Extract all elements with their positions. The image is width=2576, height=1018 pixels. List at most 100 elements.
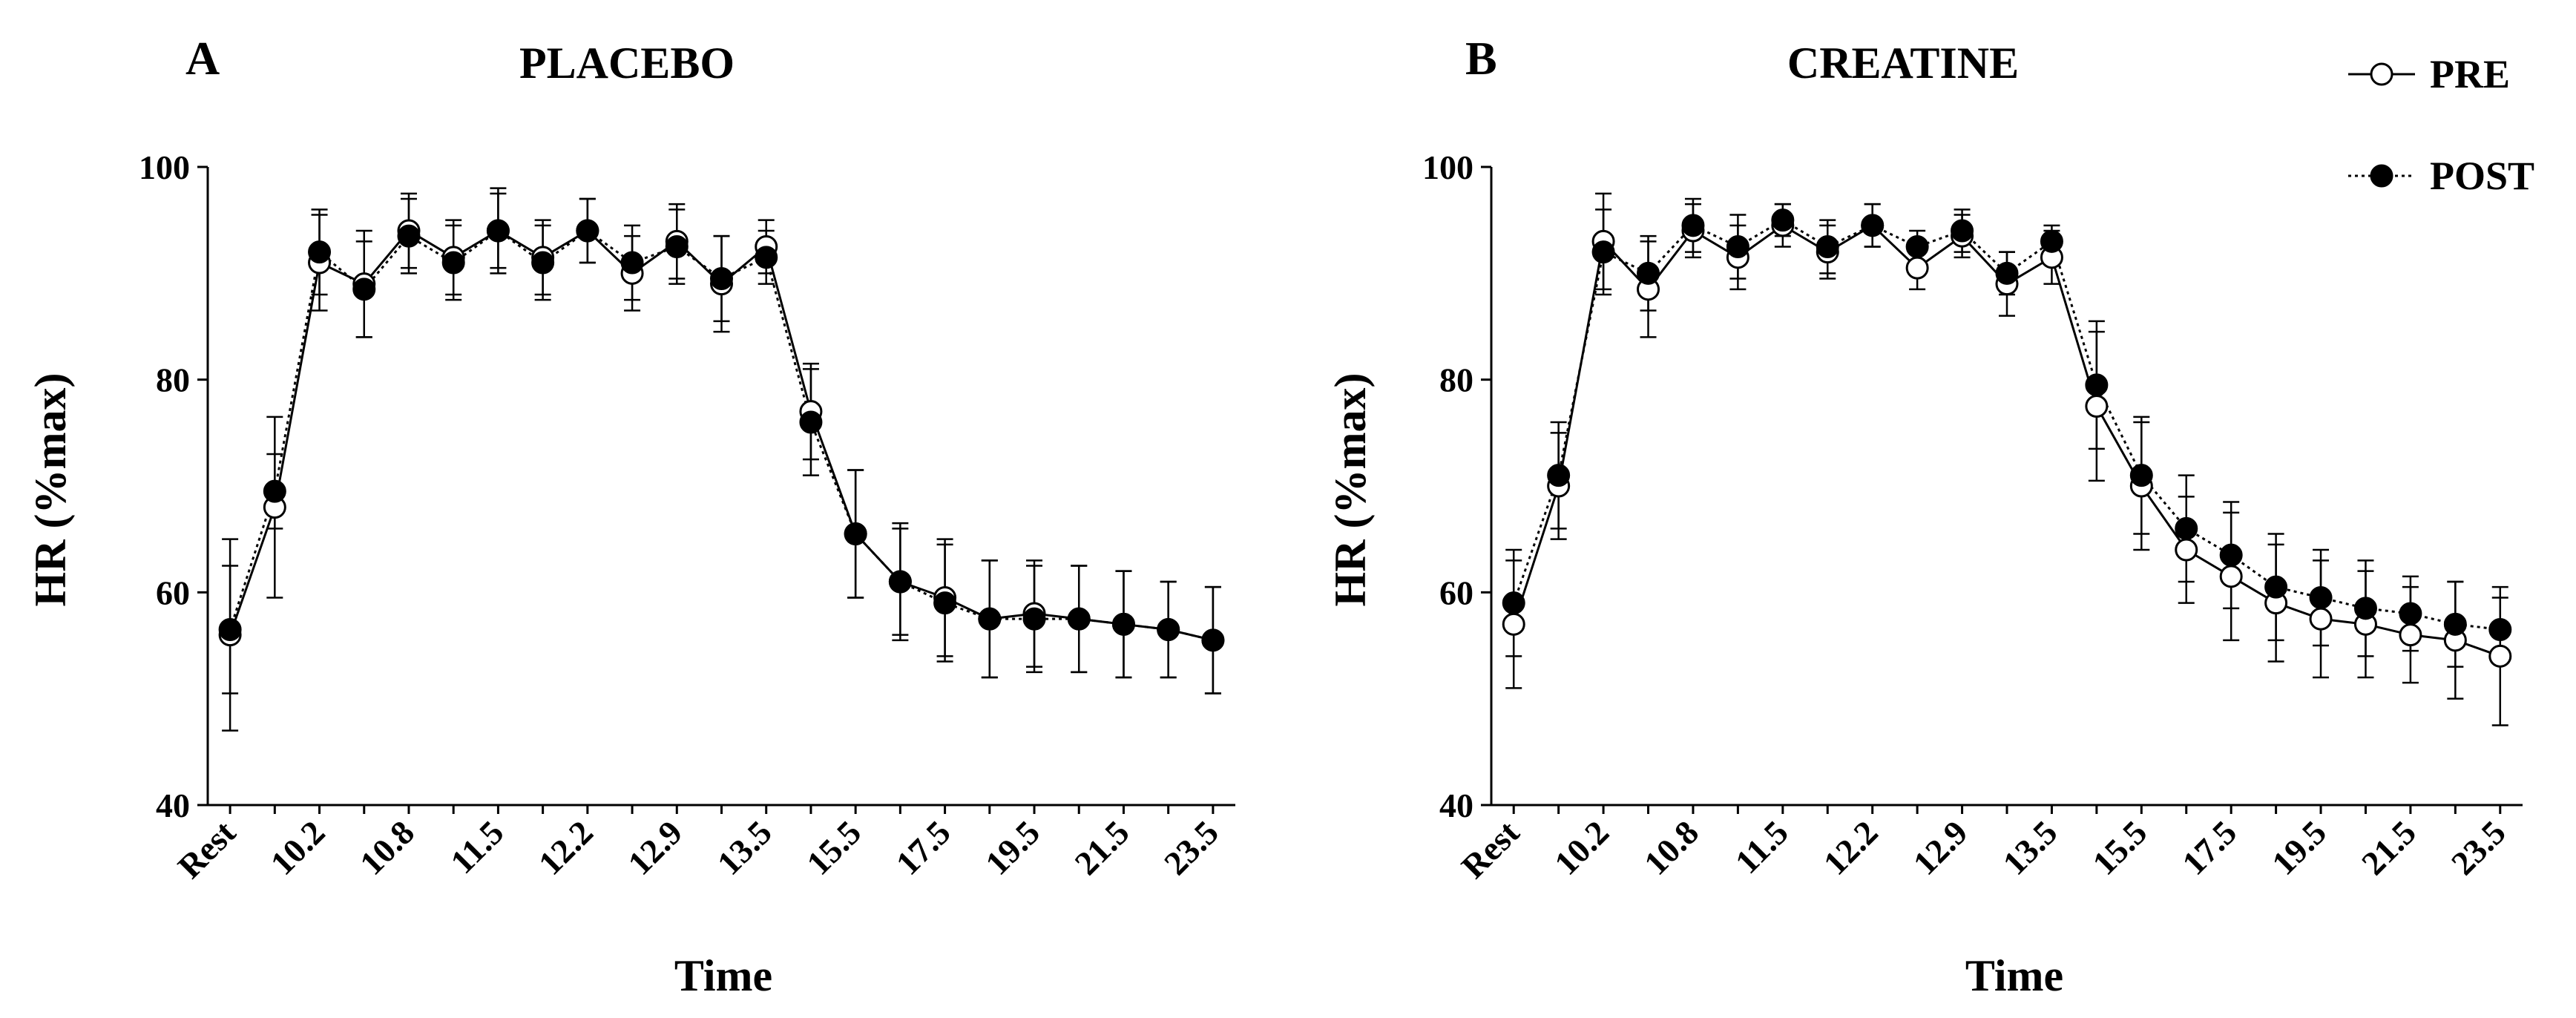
- panel-a-post-point: [486, 219, 510, 243]
- panel-a-y-tick-label: 100: [139, 148, 190, 186]
- panel-b-x-tick-label: 11.5: [1728, 813, 1795, 881]
- panel-a-post-point: [218, 618, 242, 641]
- panel-a-post-point: [1067, 607, 1091, 631]
- panel-a-y-tick-label: 60: [156, 574, 190, 611]
- panel-a-y-axis-title: HR (%max): [26, 373, 75, 607]
- panel-b-post-point: [1726, 235, 1749, 258]
- panel-a-x-tick-label: 15.5: [799, 813, 868, 882]
- panel-a-post-point: [308, 240, 332, 264]
- panel-a-y-tick-label: 40: [156, 787, 190, 824]
- legend-post-label: POST: [2430, 154, 2534, 198]
- panel-a-post-point: [933, 591, 957, 615]
- panel-a-post-point: [844, 522, 867, 545]
- panel-b-pre-point: [2219, 565, 2243, 588]
- panel-a-x-tick-label: 10.2: [263, 813, 332, 882]
- panel-b-pre-point: [2309, 607, 2333, 631]
- panel-b-post-line: [1512, 218, 2500, 631]
- panel-b-x-tick-label: 21.5: [2354, 813, 2423, 882]
- panel-a-post-point: [576, 219, 599, 243]
- panel-a-post-point: [799, 410, 823, 434]
- panel-a-x-axis-title: Time: [674, 951, 772, 1000]
- panel-a-letter: A: [185, 32, 220, 85]
- panel-b-post-point: [2129, 464, 2153, 487]
- panel-b-post-point: [2219, 543, 2243, 567]
- panel-a-post-point: [665, 235, 689, 258]
- panel-a-y-tick-label: 80: [156, 361, 190, 399]
- panel-b-post-point: [2353, 597, 2377, 620]
- panel-b-post-point: [2399, 602, 2422, 625]
- panel-a-x-tick-label: 19.5: [978, 813, 1047, 882]
- panel-a-x-tick-label: 13.5: [710, 813, 779, 882]
- legend-pre-label: PRE: [2430, 52, 2510, 96]
- panel-b-post-point: [2175, 516, 2198, 540]
- panel-b-post-point: [1637, 261, 1660, 285]
- panel-a-post-point: [755, 246, 778, 269]
- panel-b-post-point: [1547, 464, 1571, 487]
- panel-a-post-point: [1157, 618, 1180, 641]
- panel-b-post-point: [1905, 235, 1929, 258]
- panel-b-post-point: [1591, 240, 1615, 264]
- legend-pre-marker: [2370, 62, 2393, 86]
- panel-a-post-point: [352, 278, 376, 301]
- panel-a-x-tick-label: 17.5: [889, 813, 958, 882]
- panel-a-post-point: [710, 267, 733, 290]
- panel-b-x-tick-label: 17.5: [2175, 813, 2244, 882]
- panel-b-post-point: [2264, 575, 2288, 599]
- panel-b-y-tick-label: 60: [1439, 574, 1473, 611]
- panel-b-pre-point: [1905, 256, 1929, 280]
- panel-b-post-point: [1995, 261, 2019, 285]
- panel-b-post-point: [1771, 208, 1795, 232]
- panel-b-x-tick-label: 19.5: [2264, 813, 2333, 882]
- panel-b-post-point: [2040, 229, 2063, 253]
- legend: PRE POST: [2348, 52, 2534, 198]
- panel-b-post-point: [1681, 214, 1705, 237]
- panel-b-post-point: [1502, 591, 1525, 615]
- panel-b-y-tick-label: 40: [1439, 787, 1473, 824]
- panel-b-pre-point: [1502, 612, 1525, 636]
- panel-b-x-tick-label: 15.5: [2085, 813, 2154, 882]
- panel-a-post-point: [888, 570, 912, 594]
- panel-b-x-tick-label: 23.5: [2444, 813, 2513, 882]
- panel-b-post-point: [2085, 373, 2109, 397]
- panel-b-x-tick-label: 13.5: [1996, 813, 2065, 882]
- panel-a-x-tick-label: 12.2: [531, 813, 600, 882]
- panel-b-pre-point: [2175, 538, 2198, 562]
- panel-a-post-point: [978, 607, 1002, 631]
- panel-b-pre-point: [2399, 623, 2422, 647]
- panel-b-title: CREATINE: [1787, 39, 2019, 88]
- panel-a-post-point: [397, 224, 421, 248]
- panel-a-title: PLACEBO: [519, 39, 735, 88]
- panel-a-x-tick-label: 10.8: [352, 813, 421, 882]
- panel-b-x-tick-label: 10.2: [1547, 813, 1616, 882]
- panel-b-x-axis-title: Time: [1965, 951, 2063, 1000]
- panel-b-x-tick-label: 10.8: [1637, 813, 1706, 882]
- panel-b-y-tick-label: 100: [1422, 148, 1473, 186]
- panel-b-y-tick-label: 80: [1439, 361, 1473, 399]
- panel-a-x-tick-label: 11.5: [443, 813, 510, 881]
- panel-a-post-point: [620, 251, 644, 275]
- panel-b-post-point: [1816, 235, 1839, 258]
- panel-a-post-point: [531, 251, 555, 275]
- panel-a-post-point: [441, 251, 465, 275]
- panel-a-post-point: [1022, 607, 1046, 631]
- panel-b-y-axis-title: HR (%max): [1326, 373, 1375, 607]
- panel-b-pre-point: [2085, 395, 2109, 418]
- panel-b-pre-point: [2488, 644, 2512, 668]
- panel-b-post-point: [2443, 612, 2467, 636]
- panel-a-post-point: [263, 479, 286, 503]
- panel-a-x-tick-label: 21.5: [1068, 813, 1137, 882]
- panel-b-letter: B: [1465, 32, 1497, 85]
- panel-b-x-tick-label: 12.9: [1906, 813, 1975, 882]
- panel-a-post-point: [1111, 612, 1135, 636]
- panel-b-post-point: [1951, 219, 1974, 243]
- panel-a-post-point: [1201, 628, 1225, 652]
- panel-b-post-point: [2488, 618, 2512, 641]
- panel-b-x-tick-label: 12.2: [1816, 813, 1885, 882]
- legend-post-marker: [2370, 164, 2393, 188]
- panel-b-post-point: [1861, 214, 1885, 237]
- panel-a-x-tick-label: 23.5: [1157, 813, 1226, 882]
- panel-b-post-point: [2309, 586, 2333, 609]
